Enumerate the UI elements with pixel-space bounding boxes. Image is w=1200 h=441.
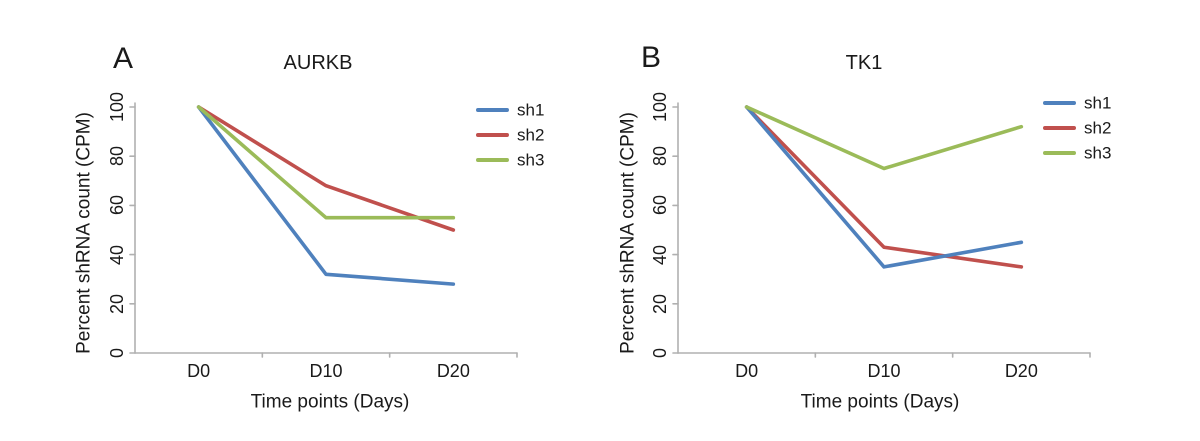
legend-label-sh1: sh1 bbox=[1084, 93, 1112, 113]
y-tick-label: 60 bbox=[650, 195, 670, 216]
legend-label-sh1: sh1 bbox=[517, 100, 545, 120]
y-tick-label: 20 bbox=[107, 293, 127, 314]
panel-b-label: B bbox=[640, 41, 662, 74]
series-line-sh3 bbox=[744, 105, 1024, 171]
x-tick-label: D10 bbox=[867, 361, 901, 381]
y-tick-label: 0 bbox=[650, 347, 670, 359]
y-tick-label: 100 bbox=[107, 91, 127, 123]
chart-b-x-axis-label: Time points (Days) bbox=[800, 391, 960, 413]
chart-a-y-axis-label: Percent shRNA count (CPM) bbox=[73, 112, 95, 354]
legend-label-sh2: sh2 bbox=[517, 125, 545, 145]
legend-label-sh3: sh3 bbox=[517, 150, 545, 170]
y-tick-label: 60 bbox=[107, 195, 127, 216]
y-tick-label: 40 bbox=[107, 244, 127, 265]
chart-a-title: AURKB bbox=[283, 52, 353, 74]
y-tick-label: 40 bbox=[650, 244, 670, 265]
x-tick-label: D10 bbox=[309, 361, 343, 381]
x-tick-label: D20 bbox=[436, 361, 470, 381]
series-line-sh3 bbox=[196, 105, 456, 220]
x-tick-label: D0 bbox=[735, 361, 759, 381]
series-line-sh2 bbox=[196, 105, 456, 232]
chart-b-y-axis-label: Percent shRNA count (CPM) bbox=[617, 112, 639, 354]
y-tick-label: 0 bbox=[107, 347, 127, 359]
chart-a-x-axis-label: Time points (Days) bbox=[250, 391, 410, 413]
chart-b-title: TK1 bbox=[845, 52, 883, 74]
legend-label-sh3: sh3 bbox=[1084, 143, 1112, 163]
x-tick-label: D20 bbox=[1004, 361, 1038, 381]
y-tick-label: 100 bbox=[650, 91, 670, 123]
y-tick-label: 80 bbox=[107, 146, 127, 167]
x-tick-label: D0 bbox=[187, 361, 211, 381]
series-line-sh1 bbox=[196, 105, 456, 286]
legend-label-sh2: sh2 bbox=[1084, 118, 1112, 138]
series-line-sh1 bbox=[744, 105, 1024, 269]
series-line-sh2 bbox=[744, 105, 1024, 269]
y-tick-label: 80 bbox=[650, 146, 670, 167]
y-tick-label: 20 bbox=[650, 293, 670, 314]
panel-a-label: A bbox=[112, 42, 134, 75]
